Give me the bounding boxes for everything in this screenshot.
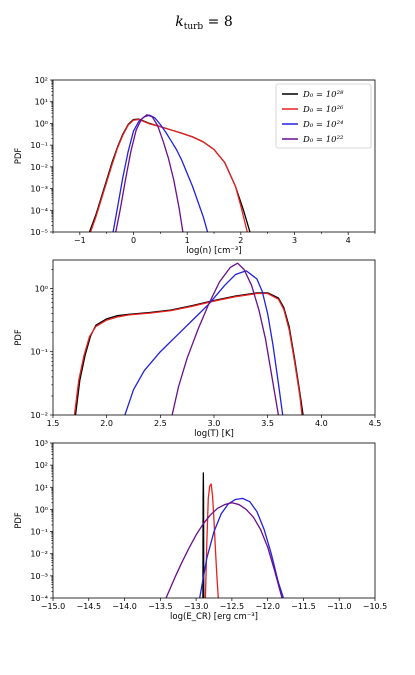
y-tick-label: 10⁻² [30,550,48,559]
x-tick-label: −14.5 [77,602,102,611]
x-tick-label: −15.0 [41,602,66,611]
x-axis-label: log(E_CR) [erg cm⁻³] [170,612,258,622]
series-line-2 [112,114,209,232]
legend: D₀ = 10²⁸ D₀ = 10²⁶ D₀ = 10²⁴ D₀ = 10²² [275,83,372,149]
x-tick-label: 4 [346,236,351,245]
x-tick-label: 3.0 [208,419,221,428]
y-axis-label: PDF [14,512,24,529]
y-axis-label: PDF [14,329,24,346]
series-line-3 [115,114,184,232]
x-tick-label: 1 [185,236,190,245]
y-tick-label: 10¹ [35,483,48,492]
y-tick-label: 10⁻² [30,411,48,420]
y-axis-label: PDF [14,148,24,165]
cr-energy-pdf-panel: −15.0 −14.5 −14.0 −13.5 −13.0 −12.5 −12.0 −11.5… [14,439,387,622]
legend-box [275,83,372,149]
x-tick-label: −10.5 [363,602,388,611]
y-tick-label: 10⁰ [35,284,48,293]
density-pdf-panel: −1 0 1 2 3 4 10⁻⁵ 10⁻⁴ 10⁻³ 10⁻² 10⁻¹ 10⁰ 10¹ 10² log(… [14,76,376,256]
series-line-0 [202,472,205,598]
x-tick-label: −1 [74,236,86,245]
y-tick-label: 10⁰ [35,505,48,514]
x-tick-label: 1.5 [47,419,60,428]
y-tick-label: 10⁻¹ [30,141,48,150]
series-line-3 [171,262,280,415]
y-tick-label: 10² [35,461,48,470]
plot-frame [52,259,376,416]
y-tick-label: 10⁰ [35,119,48,128]
y-tick-label: 10⁻¹ [30,528,48,537]
x-tick-label: 2 [238,236,243,245]
y-tick-label: 10⁻² [30,163,48,172]
legend-label: D₀ = 10²⁴ [302,120,344,130]
y-tick-label: 10² [35,76,48,85]
legend-label: D₀ = 10²⁶ [302,105,344,115]
x-tick-label: 3 [292,236,297,245]
legend-label: D₀ = 10²⁸ [302,90,344,100]
y-tick-label: 10⁻¹ [30,348,48,357]
x-tick-label: −13.5 [148,602,173,611]
x-tick-label: 4.0 [315,419,328,428]
x-tick-label: 2.0 [100,419,113,428]
x-tick-label: −11.0 [327,602,352,611]
plot-frame [52,442,376,599]
series-line-1 [204,483,219,598]
x-tick-label: 4.5 [369,419,382,428]
x-axis-label: log(T) [K] [194,429,234,439]
series-line-3 [165,502,283,598]
series-line-0 [88,118,251,232]
x-tick-label: 3.5 [261,419,274,428]
x-tick-label: −14.0 [112,602,137,611]
x-tick-label: 2.5 [154,419,167,428]
y-tick-label: 10¹ [35,98,48,107]
series-line-2 [124,270,284,415]
x-tick-label: 0 [131,236,136,245]
y-tick-label: 10⁻³ [30,572,48,581]
x-tick-label: −12.0 [255,602,280,611]
x-axis-label: log(n) [cm⁻³] [186,246,241,256]
y-tick-label: 10⁻⁴ [30,206,48,215]
y-tick-label: 10³ [35,439,48,448]
figure-title: kturb = 8 [175,14,233,32]
legend-label: D₀ = 10²² [302,135,344,145]
y-tick-label: 10⁻³ [30,185,48,194]
series-line-2 [199,497,285,598]
series-line-1 [73,292,303,415]
x-tick-label: −11.5 [291,602,316,611]
x-tick-label: −12.5 [220,602,245,611]
temperature-pdf-panel: 1.5 2.0 2.5 3.0 3.5 4.0 4.5 10⁻² 10⁻¹ 10⁰ log(T) [… [14,259,382,439]
x-tick-label: −13.0 [184,602,209,611]
y-tick-label: 10⁻⁴ [30,594,48,603]
y-tick-label: 10⁻⁵ [30,228,48,237]
series-line-1 [89,118,248,232]
